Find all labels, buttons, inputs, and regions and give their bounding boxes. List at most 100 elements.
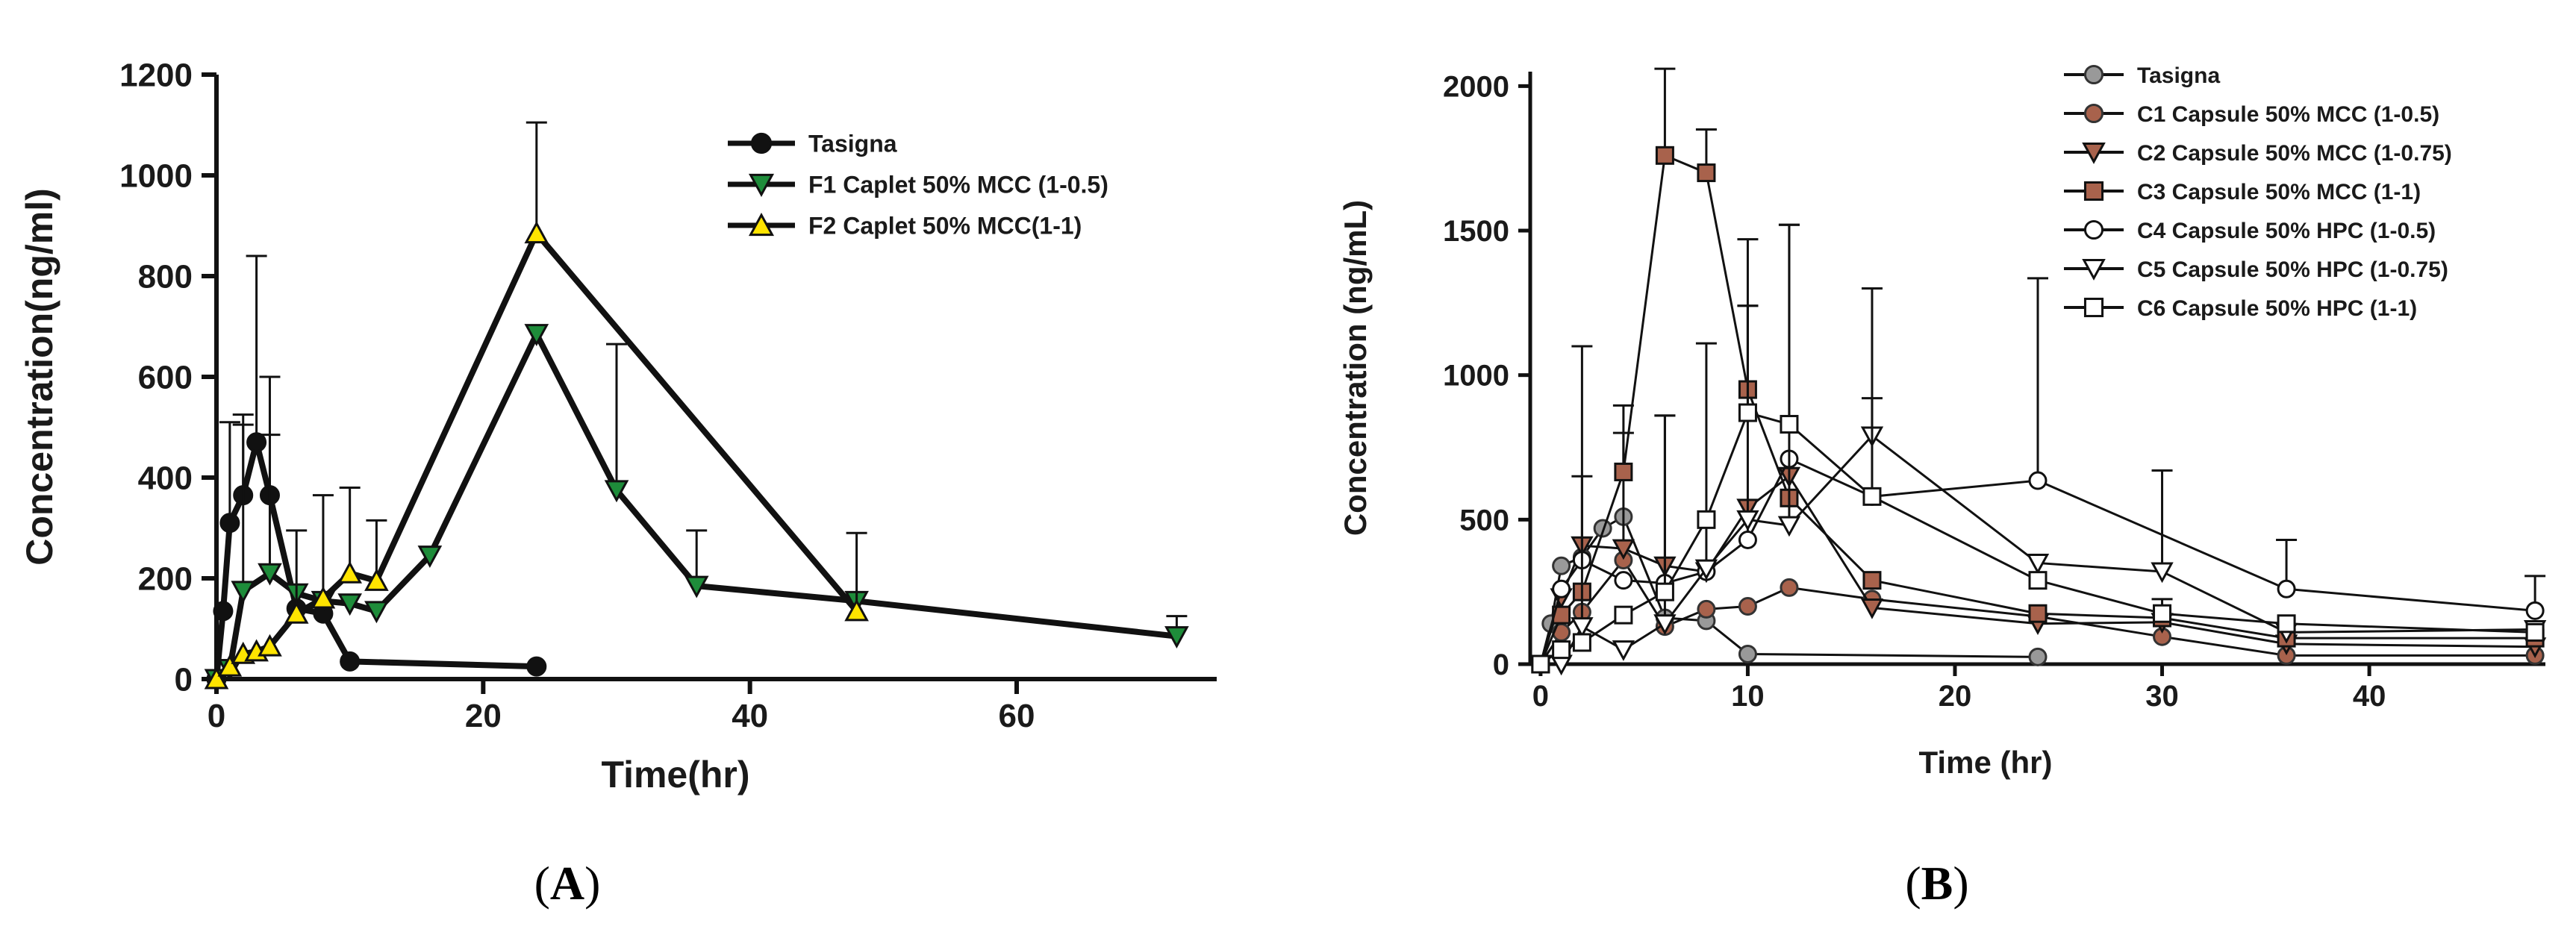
data-point (2277, 614, 2296, 634)
chart-a-series-2 (204, 324, 1189, 692)
chart-a-x-tick-label: 40 (732, 698, 768, 734)
data-point (844, 598, 869, 622)
legend-marker (748, 213, 775, 237)
data-point (231, 581, 256, 604)
chart-a-y-tick-label: 600 (138, 359, 193, 396)
data-point (684, 575, 709, 598)
legend-label: C5 Capsule 50% HPC (1-0.75) (2137, 257, 2448, 282)
data-point (2153, 604, 2172, 623)
data-point (246, 432, 267, 453)
legend-label: C3 Capsule 50% MCC (1-1) (2137, 180, 2421, 204)
data-point (311, 586, 336, 609)
data-point (1862, 571, 1882, 590)
legend-label: C6 Capsule 50% HPC (1-1) (2137, 296, 2417, 321)
series-line (213, 439, 537, 680)
legend-item: F2 Caplet 50% MCC(1-1) (728, 213, 1082, 240)
panel-label-b: (B) (1905, 857, 1968, 910)
chart-a-y-tick-label: 1000 (119, 157, 193, 194)
data-point (1697, 599, 1716, 619)
legend-marker (2083, 219, 2104, 240)
chart-b-y-tick-label: 500 (1459, 504, 1509, 537)
data-point (258, 634, 282, 657)
legend-marker (2082, 142, 2106, 164)
chart-b-x-tick-label: 40 (2353, 680, 2386, 713)
data-point (2028, 471, 2048, 490)
data-point (1614, 605, 1633, 625)
data-point (284, 601, 309, 624)
data-point (604, 480, 629, 503)
legend-marker (2083, 181, 2104, 201)
chart-b: 0 10 20 30 40 0 500 1000 1500 2000 Time (hr) Concen… (1338, 63, 2547, 780)
legend-marker (2082, 258, 2106, 281)
data-point (258, 563, 282, 586)
data-point (526, 656, 547, 677)
chart-a: 0 20 40 60020040060080010001200Time(hr)Conc… (19, 57, 1217, 795)
chart-a-y-tick-label: 400 (138, 460, 193, 496)
data-point (364, 569, 389, 591)
data-point (1738, 530, 1757, 549)
panel-b-open: ( (1905, 857, 1921, 910)
data-point (364, 601, 389, 624)
legend-label: F2 Caplet 50% MCC(1-1) (808, 213, 1082, 240)
data-point (1164, 626, 1189, 648)
chart-a-y-label: Concentration(ng/ml) (19, 188, 60, 566)
chart-a-y-tick-label: 800 (138, 258, 193, 295)
chart-a-x-tick-label: 20 (465, 698, 502, 734)
chart-b-x-tick-label: 20 (1939, 680, 1972, 713)
data-point (337, 560, 362, 584)
data-point (1862, 487, 1882, 506)
legend-marker (2083, 297, 2104, 318)
data-point (1552, 579, 1571, 598)
legend-item: C3 Capsule 50% MCC (1-1) (2064, 180, 2421, 204)
data-point (1552, 640, 1571, 660)
panel-label-a: (A) (534, 857, 601, 910)
series-line (214, 331, 1177, 682)
data-point (1860, 598, 1884, 619)
legend-item: C5 Capsule 50% HPC (1-0.75) (2064, 257, 2448, 282)
panel-a-open: ( (534, 857, 550, 910)
data-point (2525, 601, 2545, 620)
chart-b-y-tick-label: 1000 (1443, 360, 1509, 393)
data-point (1736, 510, 1759, 531)
panel-b-letter: B (1921, 857, 1953, 910)
legend-marker (2083, 103, 2104, 124)
legend-item: C6 Capsule 50% HPC (1-1) (2064, 296, 2417, 321)
legend-label: Tasigna (2137, 63, 2220, 88)
data-point (1697, 163, 1716, 183)
chart-a-x-tick-label: 60 (999, 698, 1035, 734)
chart-a-x-tick-label: 0 (208, 698, 225, 734)
legend-label: C1 Capsule 50% MCC (1-0.5) (2137, 102, 2439, 127)
chart-b-y-tick-label: 0 (1493, 648, 1509, 681)
chart-b-x-label: Time (hr) (1919, 745, 2053, 780)
data-point (2026, 553, 2050, 575)
data-point (1697, 510, 1716, 529)
data-point (1655, 146, 1674, 165)
chart-a-y-tick-label: 0 (175, 661, 193, 698)
data-point (337, 593, 362, 616)
data-point (2028, 604, 2048, 623)
data-point (217, 654, 243, 677)
data-point (1612, 539, 1635, 560)
legend-marker (748, 173, 775, 197)
legend-item: Tasigna (2064, 63, 2220, 88)
data-point (524, 221, 549, 244)
chart-b-x-tick-label: 10 (1731, 680, 1765, 713)
data-point (1653, 614, 1677, 635)
data-point (1777, 516, 1801, 537)
chart-b-y-tick-label: 2000 (1443, 70, 1509, 103)
data-point (417, 545, 443, 568)
data-point (1571, 617, 1594, 638)
data-point (1738, 644, 1757, 663)
legend-item: C2 Capsule 50% MCC (1-0.75) (2064, 141, 2452, 166)
panel-b-close: ) (1953, 857, 1968, 910)
data-point (2028, 571, 2048, 590)
panel-a-close: ) (584, 857, 600, 910)
data-point (2277, 579, 2296, 598)
chart-b-x-tick-label: 0 (1532, 680, 1549, 713)
data-point (219, 513, 240, 534)
legend-item: C4 Capsule 50% HPC (1-0.5) (2064, 219, 2436, 243)
data-point (1593, 519, 1612, 538)
chart-b-x-tick-label: 30 (2145, 680, 2179, 713)
data-point (340, 651, 361, 672)
